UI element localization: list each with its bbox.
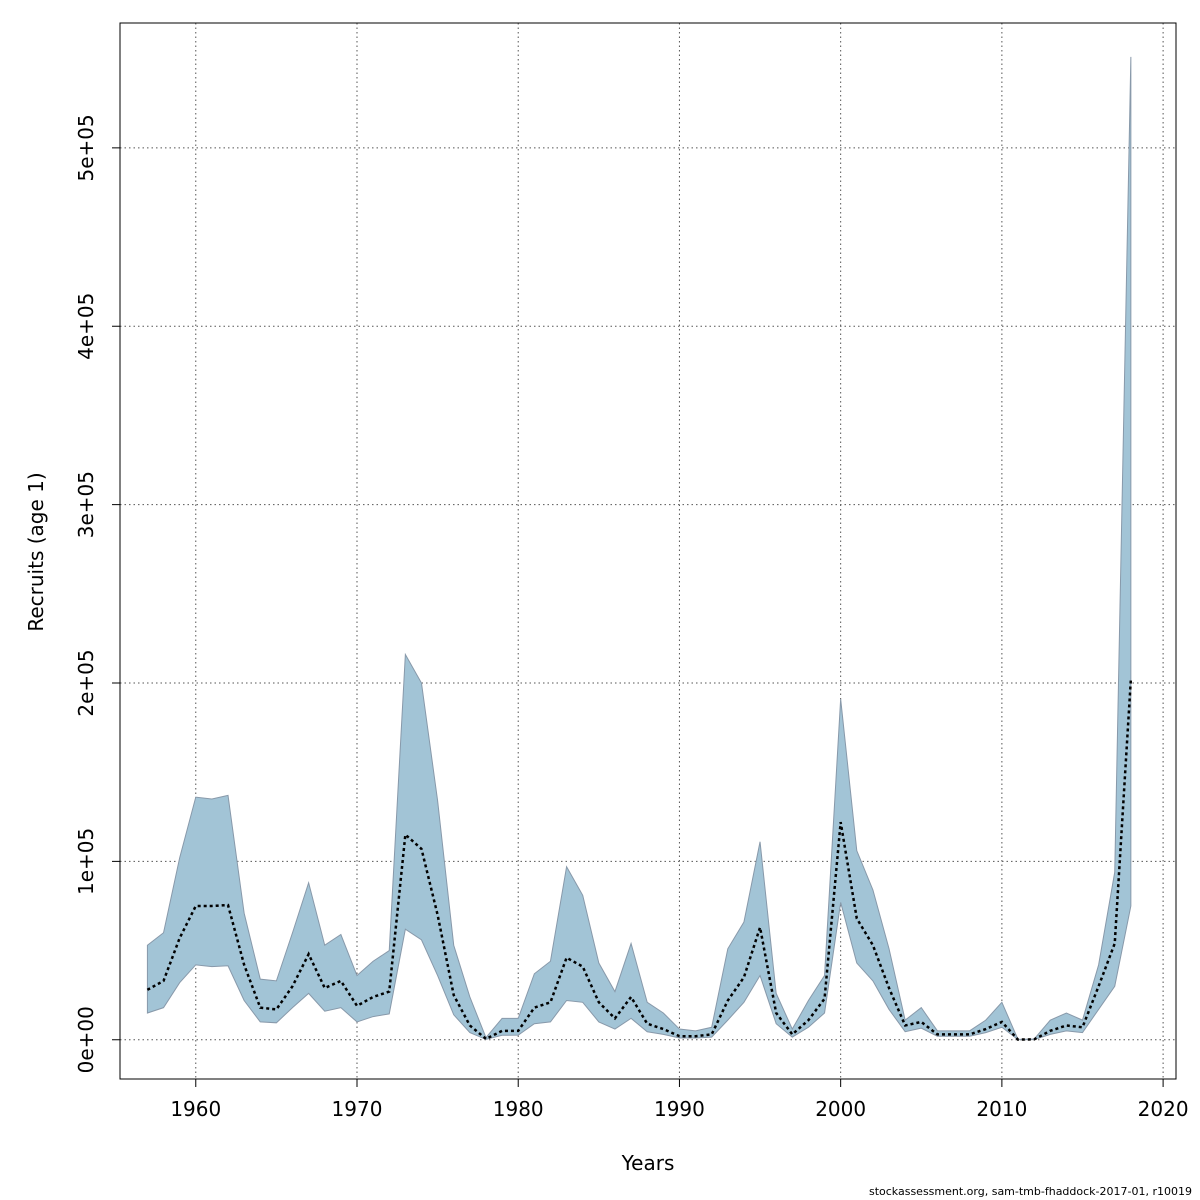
x-axis-title: Years (621, 1151, 675, 1175)
y-tick-label: 0e+00 (74, 1006, 98, 1073)
y-tick-label: 5e+05 (74, 114, 98, 181)
x-tick-label: 2010 (976, 1097, 1027, 1121)
y-tick-label: 4e+05 (74, 293, 98, 360)
plot-frame (119, 22, 1177, 1080)
y-tick-label: 2e+05 (74, 649, 98, 716)
confidence-band-area (146, 56, 1132, 1041)
y-tick-label: 3e+05 (74, 471, 98, 538)
estimate-line (146, 679, 1133, 1041)
x-tick-label: 2020 (1138, 1097, 1189, 1121)
source-note: stockassessment.org, sam-tmb-fhaddock-20… (868, 1185, 1192, 1198)
confidence-band (146, 56, 1132, 1041)
grid (120, 23, 1176, 1079)
estimate-series-line (146, 679, 1133, 1041)
x-tick-label: 1980 (493, 1097, 544, 1121)
x-tick-label: 2000 (815, 1097, 866, 1121)
x-tick-label: 1970 (332, 1097, 383, 1121)
y-axis-title: Recruits (age 1) (24, 472, 48, 631)
axes: 1960 1970 1980 1990 2000 2010 2020 0e+00 1e+05 2e… (74, 22, 1189, 1121)
x-tick-label: 1960 (170, 1097, 221, 1121)
x-tick-label: 1990 (654, 1097, 705, 1121)
y-tick-label: 1e+05 (74, 828, 98, 895)
